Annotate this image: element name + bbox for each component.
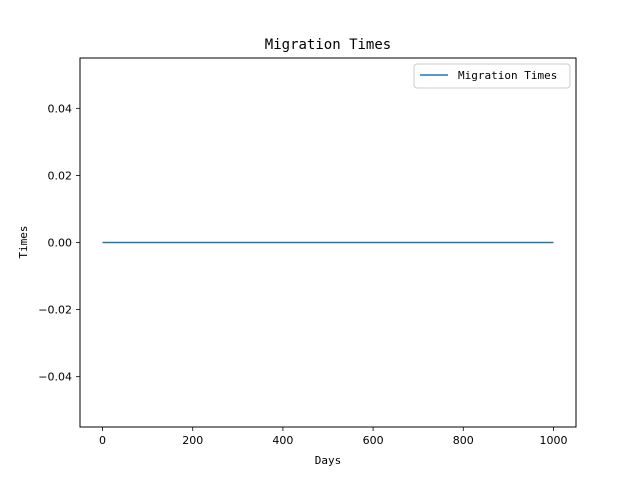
y-tick-label: −0.04 [38,371,72,384]
x-tick-label: 400 [272,434,293,447]
y-tick-label: −0.02 [38,304,72,317]
x-axis-label: Days [315,454,342,467]
chart-title: Migration Times [265,37,391,53]
y-tick-label: 0.04 [48,102,73,115]
legend: Migration Times [413,63,571,89]
y-axis-ticks: −0.04 −0.02 0.00 0.02 0.04 [38,102,80,384]
x-tick-label: 0 [99,434,106,447]
legend-box [413,63,571,89]
x-tick-label: 1000 [539,434,567,447]
y-tick-label: 0.02 [48,169,73,182]
y-axis-label: Times [17,225,30,258]
x-axis-ticks: 0 200 400 600 800 1000 [99,427,567,447]
x-tick-label: 800 [453,434,474,447]
legend-label: Migration Times [458,69,557,82]
y-tick-label: 0.00 [48,237,73,250]
x-tick-label: 200 [182,434,203,447]
x-tick-label: 600 [363,434,384,447]
